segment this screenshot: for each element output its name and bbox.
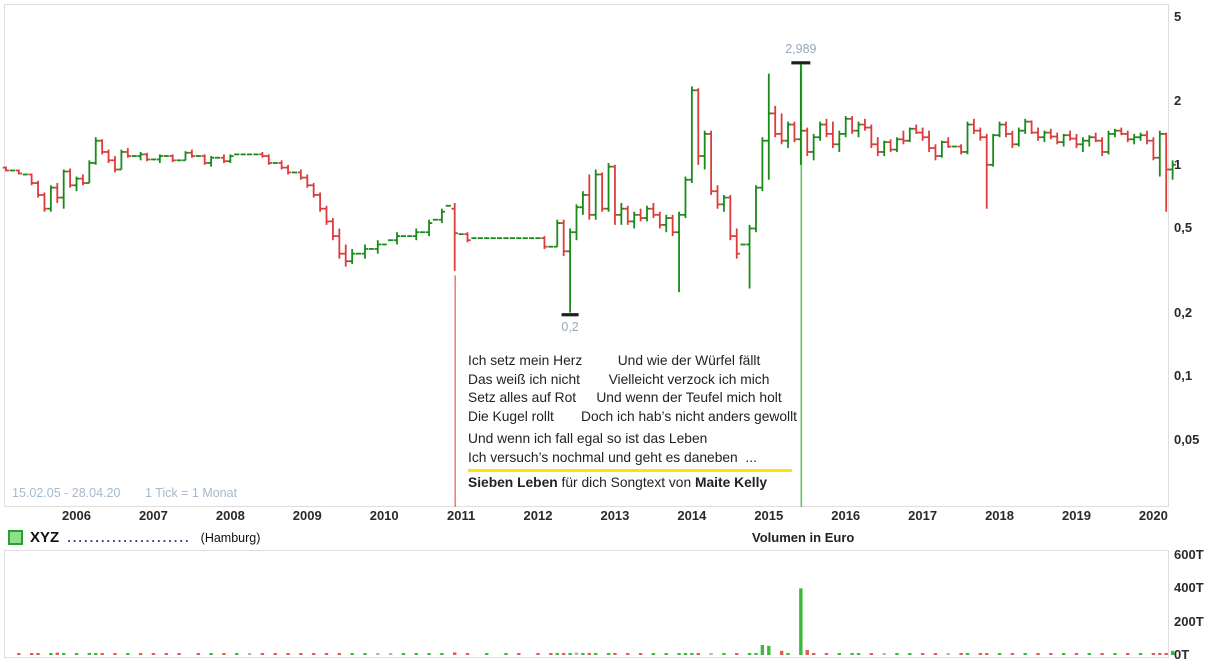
- lyrics-attribution: Sieben Leben für dich Songtext von Maite…: [468, 474, 768, 490]
- all-time-high-label: 2,989: [785, 42, 817, 57]
- exchange-label: (Hamburg): [200, 530, 261, 545]
- price-chart-panel: [4, 4, 1169, 507]
- tick-interval-label: 1 Tick = 1 Monat: [145, 486, 238, 500]
- volume-chart-panel: [4, 550, 1169, 658]
- all-time-low-label: 0,2: [561, 319, 579, 334]
- lyrics-line: Und wenn ich fall egal so ist das Leben: [468, 431, 708, 447]
- lyrics-highlight-underline: [468, 468, 792, 472]
- series-symbol-label: XYZ: [30, 529, 60, 546]
- lyrics-line: Das weiß ich nicht Vielleicht verzock ich…: [468, 371, 770, 387]
- series-swatch-icon: [8, 530, 23, 545]
- volume-title: Volumen in Euro: [752, 530, 855, 545]
- lyrics-line: Die Kugel rollt Doch ich hab’s nicht ande…: [468, 408, 798, 424]
- lyrics-overlay: Ich setz mein Herz Und wie der Würfel fäl…: [468, 352, 798, 490]
- lyrics-line: Setz alles auf Rot Und wenn der Teufel mi…: [468, 390, 782, 406]
- lyrics-line: Ich versuch’s nochmal und geht es danebe…: [468, 449, 757, 465]
- series-name-dots: ......................: [67, 530, 191, 545]
- date-range-label: 15.02.05 - 28.04.20: [12, 486, 121, 500]
- lyrics-line: Ich setz mein Herz Und wie der Würfel fäl…: [468, 353, 761, 368]
- legend-row: XYZ ...................... (Hamburg): [8, 528, 260, 547]
